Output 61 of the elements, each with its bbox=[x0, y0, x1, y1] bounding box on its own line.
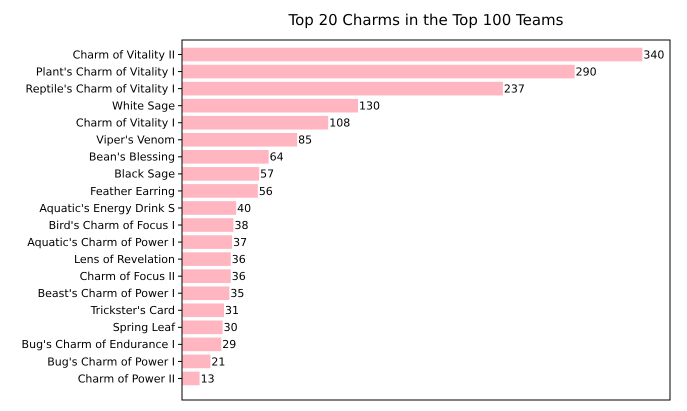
y-tick-label: Charm of Focus II bbox=[80, 270, 175, 284]
y-tick-label: Lens of Revelation bbox=[74, 252, 176, 266]
bar bbox=[182, 184, 258, 198]
y-tick-label: Spring Leaf bbox=[112, 321, 176, 334]
y-tick-label: Trickster's Card bbox=[90, 304, 175, 318]
data-label: 340 bbox=[643, 48, 664, 62]
y-tick-label: White Sage bbox=[112, 100, 176, 113]
data-label: 29 bbox=[222, 338, 236, 352]
data-label: 40 bbox=[237, 202, 252, 215]
bar bbox=[182, 64, 575, 78]
y-tick-label: Bird's Charm of Focus I bbox=[48, 218, 175, 232]
y-tick-label: Viper's Venom bbox=[96, 134, 175, 147]
bar bbox=[182, 252, 231, 266]
data-label: 35 bbox=[230, 287, 244, 300]
data-label: 108 bbox=[329, 116, 350, 130]
data-label: 290 bbox=[576, 65, 597, 78]
data-label: 64 bbox=[270, 150, 284, 164]
data-label: 36 bbox=[232, 252, 246, 266]
data-label: 130 bbox=[359, 100, 380, 113]
y-tick-label: Beast's Charm of Power I bbox=[38, 287, 175, 300]
y-tick-label: Bug's Charm of Power I bbox=[47, 355, 175, 368]
y-tick-label: Charm of Power II bbox=[78, 372, 175, 386]
bar bbox=[182, 303, 224, 318]
bar bbox=[182, 269, 231, 283]
bar bbox=[182, 354, 210, 368]
bar bbox=[182, 320, 223, 334]
chart-title: Top 20 Charms in the Top 100 Teams bbox=[288, 11, 564, 29]
data-label: 13 bbox=[200, 372, 215, 386]
bar bbox=[182, 116, 328, 130]
y-tick-label: Plant's Charm of Vitality I bbox=[36, 65, 175, 78]
y-tick-label: Black Sage bbox=[114, 168, 176, 181]
y-tick-label: Charm of Vitality I bbox=[76, 116, 175, 130]
data-label: 85 bbox=[298, 134, 312, 147]
data-label: 21 bbox=[211, 355, 226, 368]
data-label: 37 bbox=[233, 236, 248, 249]
bar bbox=[182, 218, 234, 232]
bar bbox=[182, 98, 358, 112]
bar bbox=[182, 82, 503, 96]
y-tick-label: Feather Earring bbox=[90, 184, 175, 198]
y-tick-label: Aquatic's Energy Drink S bbox=[39, 202, 176, 215]
bar bbox=[182, 235, 232, 249]
y-tick-label: Aquatic's Charm of Power I bbox=[27, 236, 175, 249]
bar bbox=[182, 167, 260, 181]
bar bbox=[182, 132, 298, 147]
y-tick-label: Reptile's Charm of Vitality I bbox=[26, 82, 175, 96]
bar bbox=[182, 201, 236, 215]
data-label: 38 bbox=[234, 218, 248, 232]
y-tick-label: Charm of Vitality II bbox=[72, 48, 175, 62]
bar bbox=[182, 372, 200, 386]
data-label: 31 bbox=[224, 304, 239, 318]
data-label: 30 bbox=[224, 321, 238, 334]
bar bbox=[182, 338, 222, 352]
bar bbox=[182, 150, 269, 164]
bar bbox=[182, 48, 642, 62]
data-label: 36 bbox=[232, 270, 246, 284]
bar bbox=[182, 286, 230, 300]
y-tick-label: Bean's Blessing bbox=[88, 150, 175, 164]
y-tick-label: Bug's Charm of Endurance I bbox=[22, 338, 175, 352]
data-label: 237 bbox=[504, 82, 525, 96]
data-label: 56 bbox=[258, 184, 273, 198]
data-label: 57 bbox=[260, 168, 274, 181]
